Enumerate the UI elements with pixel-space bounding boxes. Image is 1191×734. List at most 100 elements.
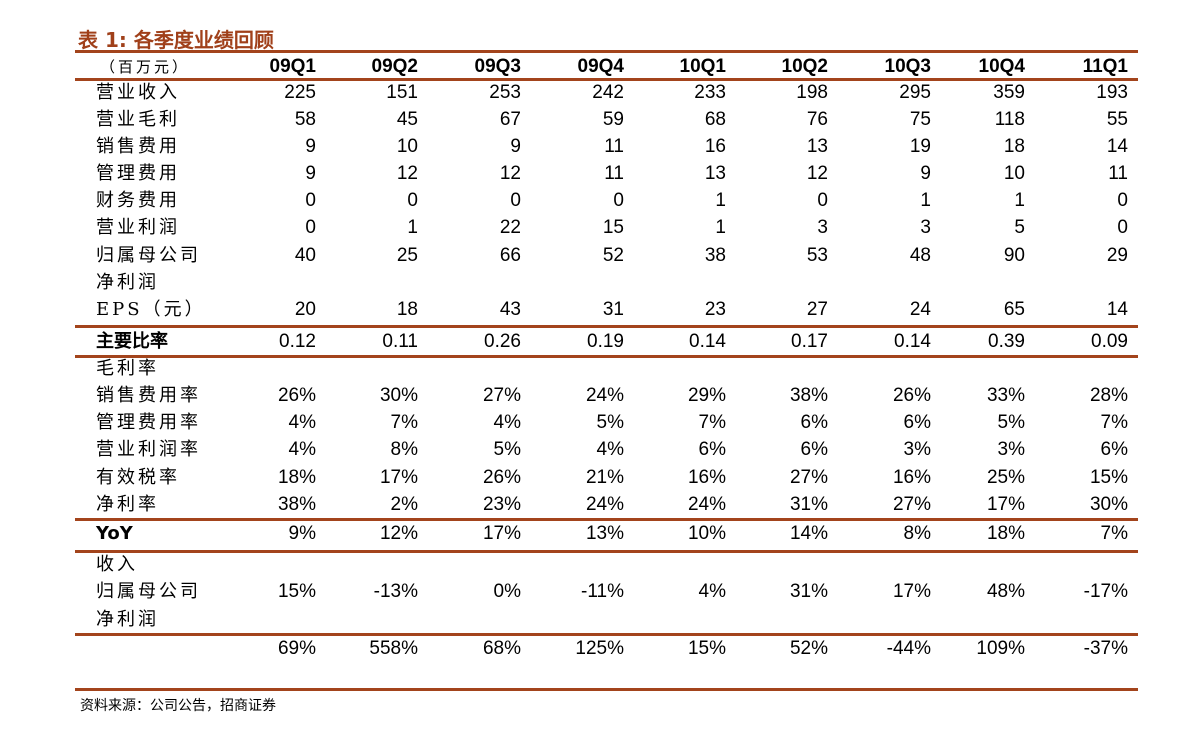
table-cell: 12 bbox=[396, 163, 418, 184]
table-cell: 295 bbox=[899, 82, 931, 103]
table-cell: 18 bbox=[1003, 136, 1025, 157]
table-cell: 27% bbox=[789, 467, 828, 488]
table-cell: 26% bbox=[277, 385, 316, 406]
table-cell: 27% bbox=[892, 494, 931, 515]
row-label: 销售费用 bbox=[96, 136, 180, 157]
table-cell: 29% bbox=[687, 385, 726, 406]
table-cell: 0 bbox=[1117, 217, 1128, 238]
table-cell: 9 bbox=[920, 163, 931, 184]
table-rule bbox=[75, 633, 1138, 636]
table-cell: 1 bbox=[1014, 190, 1025, 211]
row-label: 归属母公司 bbox=[96, 245, 201, 266]
table-cell: -17% bbox=[1083, 581, 1128, 602]
column-header: 09Q4 bbox=[577, 56, 624, 77]
row-label: 管理费用率 bbox=[96, 412, 201, 433]
table-cell: -44% bbox=[886, 638, 931, 659]
table-cell: 16% bbox=[892, 467, 931, 488]
table-row: 营业利润 0 1 22 15 1 3 3 5 0 bbox=[0, 215, 1191, 241]
table-cell: 17% bbox=[892, 581, 931, 602]
table-cell: 33% bbox=[986, 385, 1025, 406]
table-cell: 17% bbox=[986, 494, 1025, 515]
table-row: 有效税率 18% 17% 26% 21% 16% 27% 16% 25% 15% bbox=[0, 465, 1191, 491]
table-row: 管理费用率 4% 7% 4% 5% 7% 6% 6% 5% 7% bbox=[0, 410, 1191, 436]
table-cell: 20 bbox=[294, 299, 316, 320]
table-cell: -13% bbox=[373, 581, 418, 602]
table-cell: 59 bbox=[602, 109, 624, 130]
table-cell: 0 bbox=[613, 190, 624, 211]
table-cell: 3% bbox=[997, 439, 1025, 460]
table-row: 管理费用 9 12 12 11 13 12 9 10 11 bbox=[0, 161, 1191, 187]
row-label: 有效税率 bbox=[96, 467, 180, 488]
table-row: 毛利率 bbox=[0, 356, 1191, 382]
table-cell: 359 bbox=[993, 82, 1025, 103]
table-cell: 5 bbox=[1014, 217, 1025, 238]
table-cell: -11% bbox=[581, 581, 624, 602]
table-cell: 15% bbox=[1089, 467, 1128, 488]
row-label: 营业利润率 bbox=[96, 439, 201, 460]
table-cell: 0 bbox=[305, 217, 316, 238]
row-label: 收入 bbox=[96, 554, 138, 575]
table-row: 69% 558% 68% 125% 15% 52% -44% 109% -37% bbox=[0, 636, 1191, 662]
table-cell: 68% bbox=[482, 638, 521, 659]
table-cell: 5% bbox=[997, 412, 1025, 433]
table-cell: 13% bbox=[585, 523, 624, 544]
table-cell: 9% bbox=[288, 523, 316, 544]
table-row: 归属母公司 15% -13% 0% -11% 4% 31% 17% 48% -17% bbox=[0, 579, 1191, 605]
column-header: 10Q1 bbox=[679, 56, 726, 77]
table-rule bbox=[75, 78, 1138, 81]
table-cell: 23 bbox=[704, 299, 726, 320]
table-rule bbox=[75, 325, 1138, 328]
table-cell: 27% bbox=[482, 385, 521, 406]
table-cell: 24% bbox=[687, 494, 726, 515]
table-cell: 0.39 bbox=[988, 331, 1025, 352]
table-cell: 31 bbox=[602, 299, 624, 320]
table-cell: 4% bbox=[493, 412, 521, 433]
table-cell: 0.11 bbox=[382, 331, 418, 352]
table-cell: 558% bbox=[369, 638, 418, 659]
table-cell: 15% bbox=[277, 581, 316, 602]
column-header: 10Q2 bbox=[781, 56, 828, 77]
table-cell: 75 bbox=[909, 109, 931, 130]
table-cell: 5% bbox=[596, 412, 624, 433]
table-cell: 18 bbox=[396, 299, 418, 320]
table-row: 财务费用 0 0 0 0 1 0 1 1 0 bbox=[0, 188, 1191, 214]
table-cell: 9 bbox=[305, 163, 316, 184]
table-cell: 12 bbox=[499, 163, 521, 184]
table-row: YoY 9% 12% 17% 13% 10% 14% 8% 18% 7% bbox=[0, 521, 1191, 547]
table-row: 营业收入 225 151 253 242 233 198 295 359 193 bbox=[0, 80, 1191, 106]
table-cell: 68 bbox=[704, 109, 726, 130]
table-cell: 38 bbox=[704, 245, 726, 266]
table-cell: 13 bbox=[806, 136, 828, 157]
table-row: EPS（元） 20 18 43 31 23 27 24 65 14 bbox=[0, 297, 1191, 323]
header-row: （百万元） 09Q1 09Q2 09Q3 09Q4 10Q1 10Q2 10Q3 10Q4 11Q… bbox=[0, 54, 1191, 80]
table-cell: 17% bbox=[379, 467, 418, 488]
table-row: 销售费用 9 10 9 11 16 13 19 18 14 bbox=[0, 134, 1191, 160]
table-cell: 28% bbox=[1089, 385, 1128, 406]
table-row: 收入 bbox=[0, 552, 1191, 578]
table-cell: 69% bbox=[277, 638, 316, 659]
row-label: 营业利润 bbox=[96, 217, 180, 238]
table-rule bbox=[75, 518, 1138, 521]
table-cell: 242 bbox=[592, 82, 624, 103]
table-cell: 67 bbox=[499, 109, 521, 130]
table-cell: 6% bbox=[1100, 439, 1128, 460]
table-cell: 40 bbox=[294, 245, 316, 266]
table-cell: 53 bbox=[806, 245, 828, 266]
table-cell: 26% bbox=[482, 467, 521, 488]
table-cell: 9 bbox=[305, 136, 316, 157]
column-header: 09Q3 bbox=[474, 56, 521, 77]
table-cell: 24% bbox=[585, 385, 624, 406]
table-cell: 193 bbox=[1096, 82, 1128, 103]
table-cell: 31% bbox=[789, 581, 828, 602]
table-cell: 0 bbox=[817, 190, 828, 211]
table-rule bbox=[75, 50, 1138, 53]
table-cell: 22 bbox=[499, 217, 521, 238]
table-cell: 9 bbox=[510, 136, 521, 157]
table-cell: 1 bbox=[715, 190, 726, 211]
table-cell: 0 bbox=[1117, 190, 1128, 211]
row-label: 毛利率 bbox=[96, 358, 159, 379]
table-cell: 27 bbox=[806, 299, 828, 320]
table-cell: 0% bbox=[493, 581, 521, 602]
table-cell: 1 bbox=[920, 190, 931, 211]
